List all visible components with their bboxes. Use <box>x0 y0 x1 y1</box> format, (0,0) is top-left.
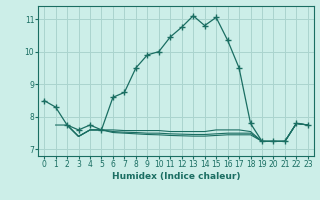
X-axis label: Humidex (Indice chaleur): Humidex (Indice chaleur) <box>112 172 240 181</box>
